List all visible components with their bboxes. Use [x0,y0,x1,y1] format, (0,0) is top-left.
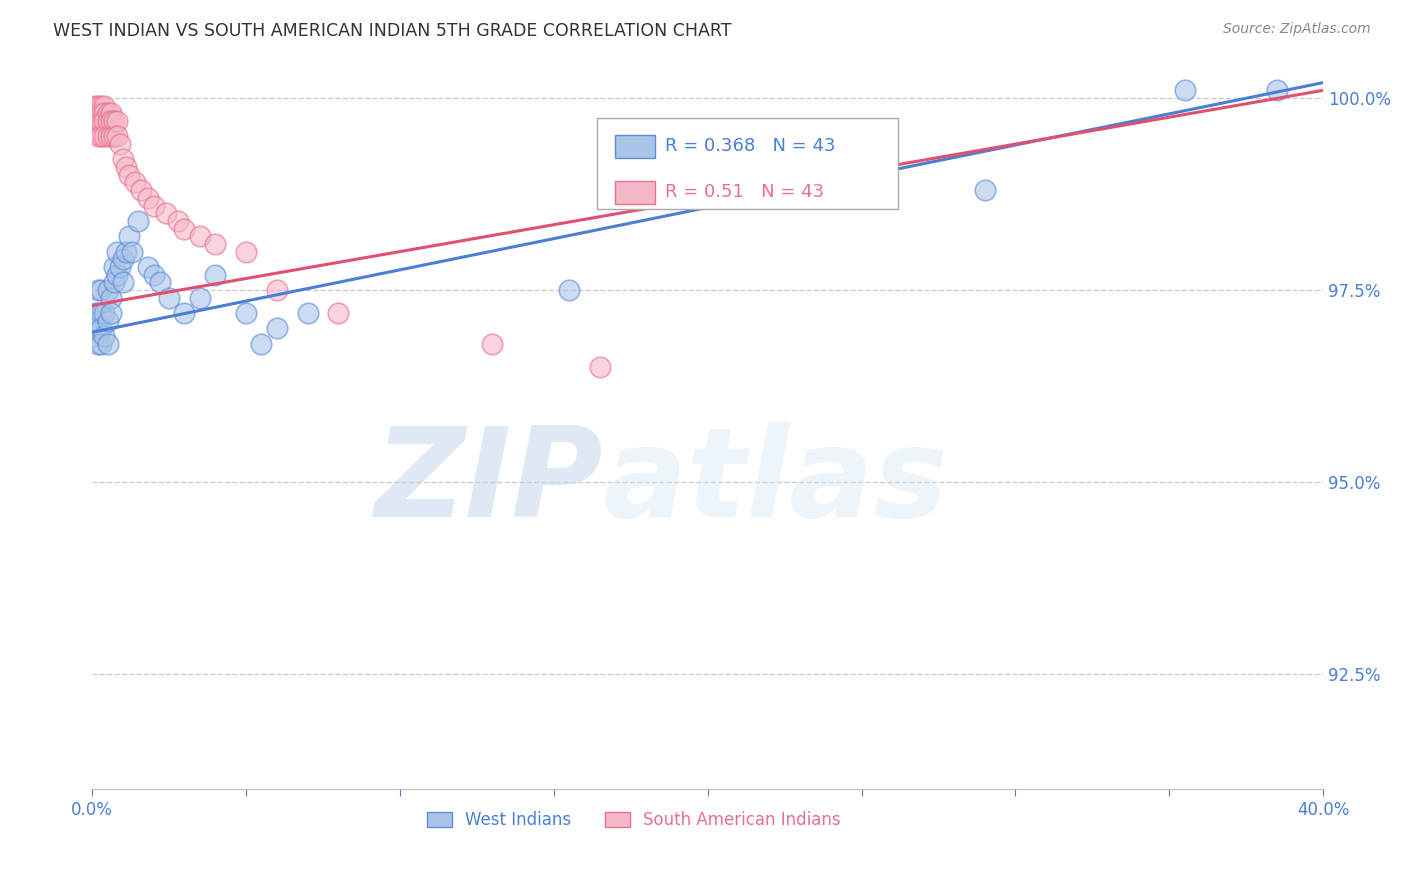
Point [173,221,195,235]
Point [100,114,122,128]
Point [97,336,120,351]
Point [100,306,122,320]
Point [97,283,120,297]
Point [266,283,288,297]
Legend: West Indians, South American Indians: West Indians, South American Indians [420,805,848,836]
Point [1265,83,1288,97]
Point [118,168,141,182]
Point [1174,83,1197,97]
Point [142,198,165,212]
Point [93,306,115,320]
Point [103,129,125,144]
Point [558,283,581,297]
Point [696,168,718,182]
Point [103,260,125,274]
Point [93,129,115,144]
Point [149,276,172,290]
Point [121,244,143,259]
Text: Source: ZipAtlas.com: Source: ZipAtlas.com [1223,22,1371,37]
Point [167,214,190,228]
Point [235,306,257,320]
Point [250,336,273,351]
Point [87,314,110,328]
Point [90,283,112,297]
Point [90,336,112,351]
Point [131,183,153,197]
Point [481,336,503,351]
Point [90,129,112,144]
Text: atlas: atlas [603,422,949,543]
Point [188,291,211,305]
Point [111,252,134,267]
Point [90,106,112,120]
Point [108,260,131,274]
Point [90,321,112,335]
Point [100,129,122,144]
Point [84,98,107,112]
Point [142,268,165,282]
Point [118,229,141,244]
Point [127,214,149,228]
Point [84,106,107,120]
Point [84,329,107,343]
Point [973,183,995,197]
Point [87,106,110,120]
Point [87,114,110,128]
Point [87,283,110,297]
Point [97,129,120,144]
Point [90,306,112,320]
Point [111,276,134,290]
Point [266,321,288,335]
Point [97,106,120,120]
Point [204,268,226,282]
FancyBboxPatch shape [616,135,655,158]
Point [93,329,115,343]
Point [115,244,138,259]
Point [108,137,131,152]
Point [103,276,125,290]
Point [100,106,122,120]
Point [173,306,195,320]
Point [328,306,350,320]
Point [97,114,120,128]
Point [87,98,110,112]
Point [97,314,120,328]
Point [105,244,128,259]
Point [87,336,110,351]
Text: R = 0.368   N = 43: R = 0.368 N = 43 [665,137,835,155]
Point [589,359,612,374]
Point [90,114,112,128]
FancyBboxPatch shape [616,181,655,204]
Point [297,306,319,320]
Point [136,260,159,274]
Point [188,229,211,244]
FancyBboxPatch shape [598,118,898,209]
Point [111,153,134,167]
Point [84,121,107,136]
Point [93,98,115,112]
Point [105,114,128,128]
Point [235,244,257,259]
Point [100,291,122,305]
Point [103,114,125,128]
Point [105,129,128,144]
Point [136,191,159,205]
Text: R = 0.51   N = 43: R = 0.51 N = 43 [665,184,824,202]
Point [105,268,128,282]
Point [204,236,226,251]
Point [93,114,115,128]
Point [157,291,180,305]
Point [124,176,146,190]
Point [90,98,112,112]
Point [115,160,138,174]
Text: ZIP: ZIP [374,422,603,543]
Point [93,106,115,120]
Point [87,129,110,144]
Point [155,206,177,220]
Point [84,306,107,320]
Text: WEST INDIAN VS SOUTH AMERICAN INDIAN 5TH GRADE CORRELATION CHART: WEST INDIAN VS SOUTH AMERICAN INDIAN 5TH… [53,22,733,40]
